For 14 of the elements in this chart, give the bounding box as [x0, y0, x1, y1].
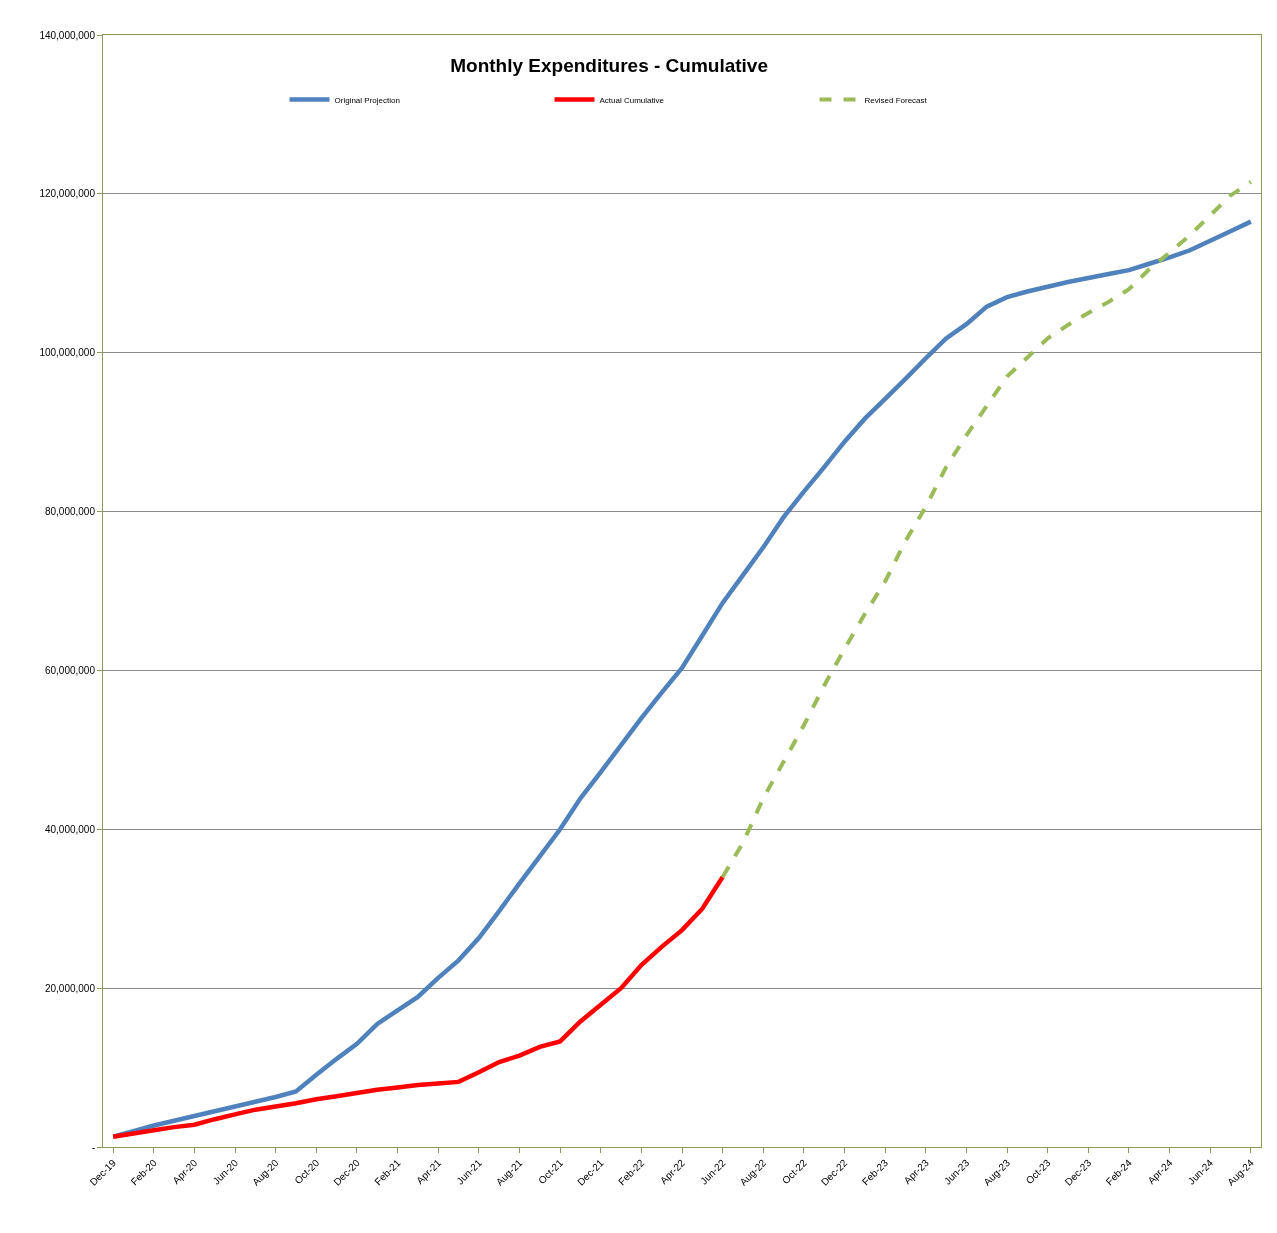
y-tick-label: 100,000,000: [39, 347, 96, 359]
y-tick-label: 80,000,000: [44, 506, 96, 518]
legend-label: Revised Forecast: [864, 95, 928, 105]
line-series: [110, 874, 725, 1139]
y-tick-label: 20,000,000: [44, 982, 96, 994]
text: Monthly Expenditures - Cumulative: [450, 55, 769, 77]
y-tick-label: 120,000,000: [39, 188, 96, 200]
y-tick-label: 140,000,000: [39, 29, 96, 41]
y-tick-label: -: [91, 1141, 95, 1153]
legend-label: Original Projection: [334, 95, 400, 105]
y-tick-label: 60,000,000: [44, 664, 96, 676]
y-tick-label: 40,000,000: [44, 823, 96, 835]
legend-label: Actual Cumulative: [599, 95, 665, 105]
line-series: [720, 179, 1253, 879]
